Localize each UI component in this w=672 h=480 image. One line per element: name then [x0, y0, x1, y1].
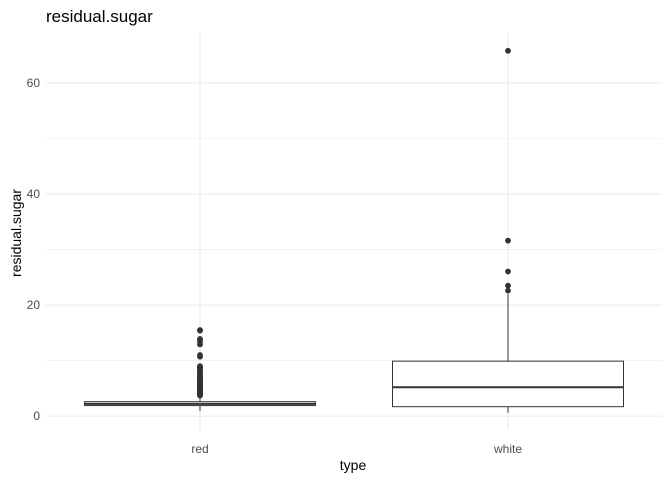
outlier-point	[505, 237, 511, 244]
box-red	[84, 327, 316, 412]
y-tick-label: 0	[33, 409, 40, 423]
grid-lines	[46, 33, 662, 430]
outlier-point	[505, 287, 511, 294]
outlier-point	[197, 352, 203, 358]
outlier-point	[197, 327, 203, 333]
box-iqr	[392, 360, 624, 408]
x-axis-title: type	[340, 457, 367, 473]
outlier-point	[197, 363, 203, 370]
y-tick-label: 60	[27, 76, 41, 90]
y-tick-label: 20	[27, 298, 41, 312]
y-tick-label: 40	[27, 187, 41, 201]
outlier-point	[505, 282, 511, 289]
box-white	[392, 47, 624, 413]
y-axis-title: residual.sugar	[8, 189, 24, 277]
x-tick-label: red	[191, 442, 208, 456]
boxes-layer	[84, 47, 624, 413]
outlier-point	[505, 268, 511, 275]
chart-title: residual.sugar	[46, 7, 153, 26]
outlier-point	[505, 47, 511, 54]
y-axis-ticks: 0 20 40 60	[27, 76, 41, 423]
x-axis-ticks: red white	[191, 442, 522, 456]
outlier-point	[197, 336, 203, 342]
x-tick-label: white	[493, 442, 522, 456]
